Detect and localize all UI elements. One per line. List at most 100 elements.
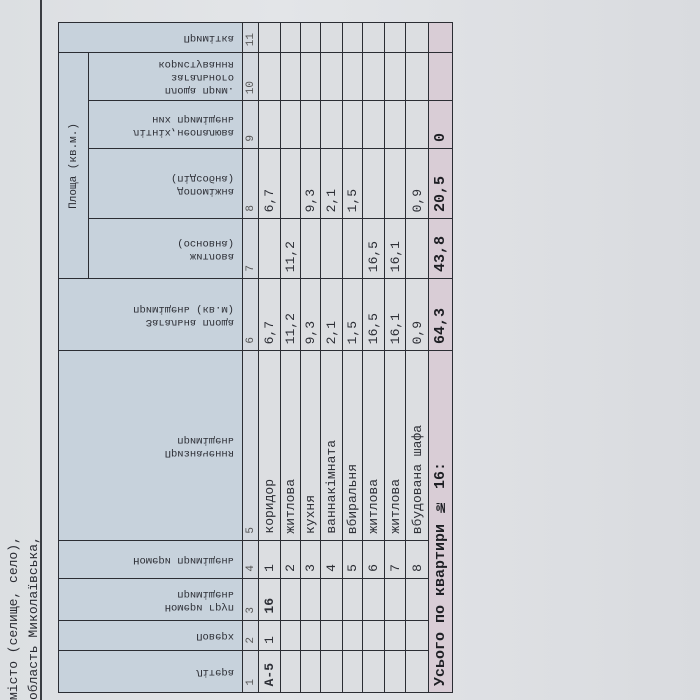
column-number-2-text: 2 — [244, 637, 257, 644]
table-cell-r7-c6: 16,1 — [384, 278, 406, 351]
column-header-3-text: Номери груп приміщень — [164, 587, 234, 613]
table-cell-r4-c5: ваннакімната — [320, 350, 343, 541]
table-cell-r4-c10 — [320, 52, 343, 101]
table-cell-r3-c5-text: кухня — [303, 494, 318, 534]
page-border-line — [40, 0, 42, 700]
table-cell-r8-c8-text: 0,9 — [409, 188, 425, 212]
table-cell-r1-c4-text: 1 — [262, 564, 277, 572]
table-cell-r2-c5: житлова — [280, 350, 301, 541]
column-number-4-text: 4 — [244, 565, 257, 572]
column-number-9-text: 9 — [244, 135, 257, 142]
table-cell-r5-c5-text: вбиральня — [345, 463, 360, 534]
table-cell-r1-c3: 16 — [258, 578, 281, 621]
table-cell-r8-c2 — [405, 620, 429, 651]
column-header-1-text: Літера — [196, 666, 234, 678]
table-cell-r7-c1 — [384, 650, 406, 693]
column-number-8: 8 — [242, 148, 259, 219]
table-cell-r7-c9 — [384, 100, 406, 149]
table-cell-r1-c2: 1 — [258, 620, 281, 651]
total-value-c8: 20,5 — [428, 148, 453, 219]
total-value-c7: 43,8 — [428, 218, 453, 279]
table-cell-r6-c9 — [362, 100, 385, 149]
column-number-2: 2 — [242, 620, 259, 651]
table-cell-r7-c4-text: 7 — [387, 564, 403, 572]
table-cell-r5-c9 — [342, 100, 363, 149]
table-cell-r6-c5: житлова — [362, 350, 385, 541]
table-cell-r6-c3 — [362, 578, 385, 621]
table-cell-r6-c2 — [362, 620, 385, 651]
table-cell-r5-c11 — [342, 22, 363, 53]
column-header-1: Літера — [58, 650, 243, 693]
table-cell-r4-c6: 2,1 — [320, 278, 343, 351]
table-cell-r3-c6: 9,3 — [300, 278, 321, 351]
table-cell-r3-c4: 3 — [300, 540, 321, 579]
table-cell-r7-c8 — [384, 148, 406, 219]
table-cell-r4-c3 — [320, 578, 343, 621]
table-cell-r3-c5: кухня — [300, 350, 321, 541]
table-cell-r2-c7: 11,2 — [280, 218, 301, 279]
table-cell-r3-c10 — [300, 52, 321, 101]
table-cell-r2-c7-text: 11,2 — [283, 240, 298, 272]
table-cell-r8-c4-text: 8 — [409, 564, 425, 572]
table-cell-r6-c4-text: 6 — [366, 564, 381, 572]
total-value-c7-text: 43,8 — [432, 235, 449, 272]
table-cell-r1-c1-text: А-5 — [262, 662, 277, 686]
column-number-3-text: 3 — [244, 607, 257, 614]
table-cell-r5-c3 — [342, 578, 363, 621]
table-cell-r6-c11 — [362, 22, 385, 53]
table-cell-r6-c7-text: 16,5 — [366, 240, 381, 272]
total-label-text: Усього по квартири № 16: — [432, 461, 449, 686]
column-number-10: 10 — [242, 52, 259, 101]
table-cell-r1-c10 — [258, 52, 281, 101]
column-number-3: 3 — [242, 578, 259, 621]
table-cell-r3-c6-text: 9,3 — [303, 320, 318, 344]
table-cell-r6-c4: 6 — [362, 540, 385, 579]
column-header-10-text: площа прим. загального користування — [158, 58, 234, 96]
table-cell-r6-c7: 16,5 — [362, 218, 385, 279]
table-cell-r2-c11 — [280, 22, 301, 53]
column-header-9: літніх,неопалюва них приміщень — [88, 100, 243, 149]
column-header-5-text: Призначення приміщень — [164, 433, 234, 459]
total-value-c9-text: 0 — [432, 132, 449, 142]
table-cell-r4-c2 — [320, 620, 343, 651]
table-cell-r1-c5-text: коридор — [262, 479, 277, 534]
table-cell-r4-c1 — [320, 650, 343, 693]
column-number-1-text: 1 — [244, 679, 257, 686]
table-cell-r4-c4-text: 4 — [324, 564, 339, 572]
column-header-2-text: Поверх — [196, 630, 234, 642]
table-cell-r8-c8: 0,9 — [405, 148, 429, 219]
table-cell-r1-c1: А-5 — [258, 650, 281, 693]
table-cell-r8-c4: 8 — [405, 540, 429, 579]
table-cell-r3-c9 — [300, 100, 321, 149]
table-cell-r3-c7 — [300, 218, 321, 279]
table-cell-r6-c6: 16,5 — [362, 278, 385, 351]
column-header-5: Призначення приміщень — [58, 350, 243, 541]
table-cell-r8-c7 — [405, 218, 429, 279]
table-cell-r3-c4-text: 3 — [303, 564, 318, 572]
total-value-c9: 0 — [428, 100, 453, 149]
table-cell-r2-c8 — [280, 148, 301, 219]
table-cell-r2-c6-text: 11,2 — [283, 312, 298, 344]
table-cell-r2-c3 — [280, 578, 301, 621]
column-number-9: 9 — [242, 100, 259, 149]
table-cell-r3-c8-text: 9,3 — [303, 188, 318, 212]
table-cell-r7-c7-text: 16,1 — [387, 240, 403, 272]
column-header-10: площа прим. загального користування — [88, 52, 243, 101]
table-cell-r8-c6-text: 0,9 — [409, 320, 425, 344]
column-header-11: Примітка — [58, 22, 243, 53]
table-cell-r1-c6-text: 6,7 — [262, 320, 277, 344]
table-cell-r1-c5: коридор — [258, 350, 281, 541]
table-cell-r1-c2-text: 1 — [262, 636, 277, 644]
table-cell-r5-c5: вбиральня — [342, 350, 363, 541]
table-cell-r8-c10 — [405, 52, 429, 101]
table-cell-r1-c9 — [258, 100, 281, 149]
table-cell-r1-c4: 1 — [258, 540, 281, 579]
table-cell-r5-c2 — [342, 620, 363, 651]
area-group-header-text: Площа (кв.м.) — [67, 122, 80, 209]
table-cell-r8-c11 — [405, 22, 429, 53]
table-cell-r5-c4: 5 — [342, 540, 363, 579]
table-cell-r1-c8-text: 6,7 — [262, 188, 277, 212]
table-cell-r5-c10 — [342, 52, 363, 101]
table-cell-r7-c2 — [384, 620, 406, 651]
